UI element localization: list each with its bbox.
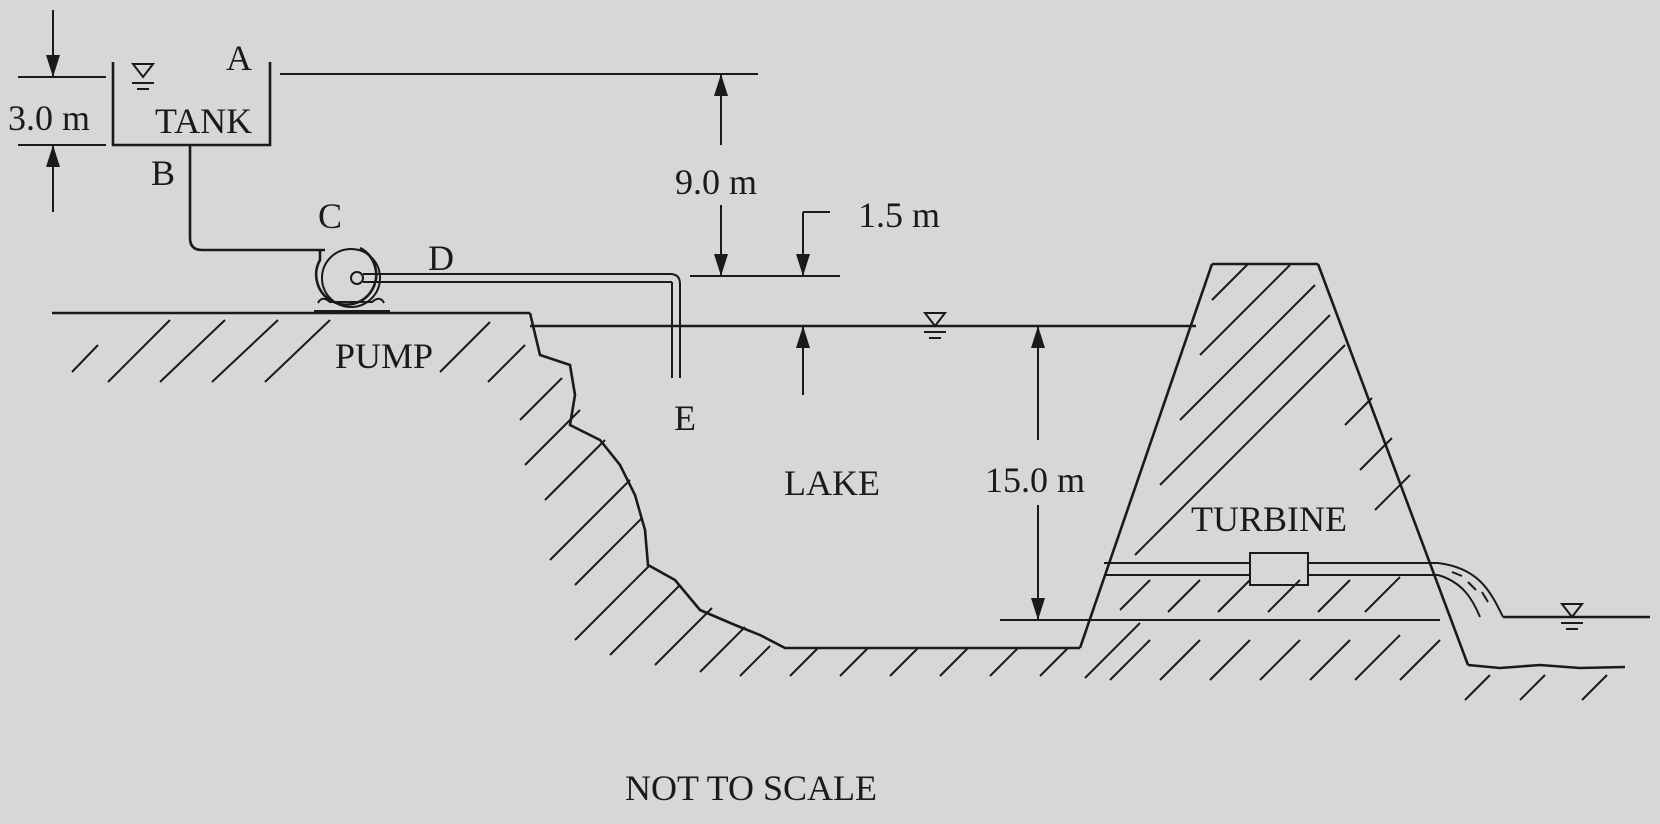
pump-label: PUMP (335, 336, 433, 376)
tank-depth-dimension (18, 10, 106, 212)
point-c-label: C (318, 196, 342, 236)
lake-depth-value: 15.0 m (985, 460, 1085, 500)
lake-water-symbol (922, 312, 948, 339)
turbine-label: TURBINE (1191, 499, 1347, 539)
dam-hatching (1109, 263, 1608, 701)
discharge-pipe (363, 273, 681, 378)
tank (111, 62, 272, 147)
tank-label: TANK (155, 101, 252, 141)
tank-depth-value: 3.0 m (8, 98, 90, 138)
point-b-label: B (151, 153, 175, 193)
turbine-assembly (1104, 552, 1504, 618)
tank-height-value: 9.0 m (675, 162, 757, 202)
point-a-label: A (226, 38, 252, 78)
pump-height-dimension (796, 211, 830, 395)
lake-label: LAKE (784, 463, 880, 503)
suction-pipe (188, 145, 325, 252)
tank-height-dimension (280, 73, 840, 277)
ground-hatching-left (71, 319, 1141, 679)
pump (314, 246, 390, 312)
point-e-label: E (674, 398, 696, 438)
tailwater-symbol (1559, 603, 1585, 630)
pump-height-value: 1.5 m (858, 195, 940, 235)
point-d-label: D (428, 238, 454, 278)
not-to-scale-label: NOT TO SCALE (625, 768, 877, 808)
terrain (52, 262, 1626, 670)
lake-depth-dimension (1031, 326, 1045, 620)
turbine-box (1249, 552, 1309, 586)
